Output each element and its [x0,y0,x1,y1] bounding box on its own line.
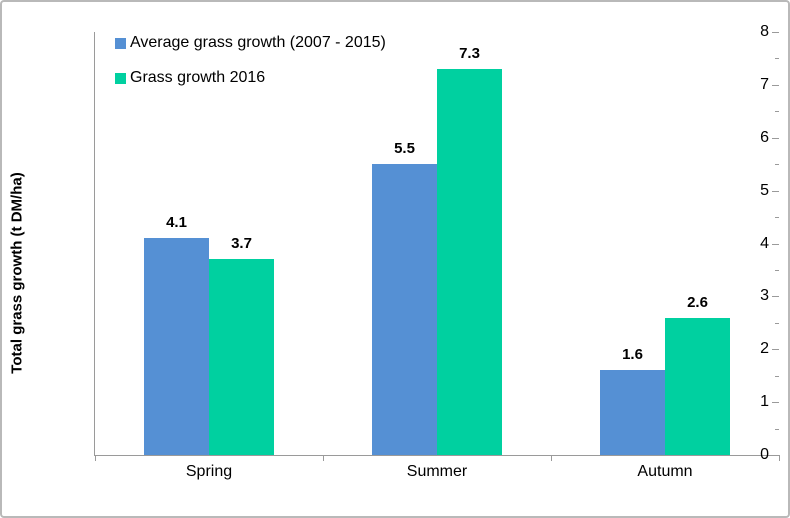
y-tick-mark [772,32,779,33]
y-tick-label: 3 [760,287,769,305]
y-tick-mark [772,190,779,192]
legend-label: Average grass growth (2007 - 2015) [130,34,386,51]
bar-value-label: 5.5 [394,140,415,158]
bar-value-label: 4.1 [166,214,187,232]
x-tick-mark [323,456,324,461]
legend: Average grass growth (2007 - 2015) Grass … [115,34,386,87]
x-tick-mark [779,456,780,461]
y-axis-line [94,32,95,456]
y-minor-tick-mark [775,322,779,324]
y-minor-tick-mark [775,269,779,271]
legend-item: Average grass growth (2007 - 2015) [115,34,386,52]
y-tick-label: 6 [760,128,769,146]
y-tick-mark [772,296,779,298]
bar: 3.7 [209,235,274,455]
bar: 2.6 [665,294,730,455]
y-minor-tick-mark [775,217,779,219]
y-tick-mark [772,137,779,139]
y-tick-label: 0 [760,446,769,463]
y-tick-mark [772,84,779,86]
bar: 5.5 [372,140,437,455]
y-tick-mark [772,243,779,245]
x-axis-line [94,455,780,456]
plot-area: Total grass growth (t DM/ha) 0 1 2 3 4 5 6 7 8 4… [9,24,780,480]
bar: 7.3 [437,45,502,455]
y-tick-label: 5 [760,181,769,199]
y-tick-label: 8 [760,23,769,40]
bars-area: 4.1 3.7 5.5 7.3 1.6 2.6 [95,32,779,455]
y-minor-tick-mark [775,58,779,60]
y-axis-title: Total grass growth (t DM/ha) [8,172,26,374]
x-axis-labels: Spring Summer Autumn [95,463,779,481]
legend-marker-icon [115,37,126,49]
bar-group-autumn: 1.6 2.6 [551,32,779,455]
y-tick-label: 1 [760,393,769,411]
bar-value-label: 3.7 [231,235,252,253]
x-tick-mark [95,456,96,461]
legend-label: Grass growth 2016 [130,69,266,86]
y-tick-label: 4 [760,234,769,252]
x-category-label: Autumn [637,463,693,480]
x-category-label: Summer [406,463,468,480]
bar-group-summer: 5.5 7.3 [323,32,551,455]
y-tick-label: 7 [760,75,769,93]
y-minor-tick-mark [775,164,779,166]
y-tick-mark [772,402,779,404]
legend-item: Grass growth 2016 [115,69,386,87]
bar: 1.6 [600,346,665,455]
x-tick-mark [551,456,552,461]
bar-value-label: 2.6 [687,293,708,311]
bar-value-label: 7.3 [459,45,480,62]
y-minor-tick-mark [775,428,779,430]
bar: 4.1 [144,214,209,455]
legend-marker-icon [115,72,126,84]
bar-group-spring: 4.1 3.7 [95,32,323,455]
y-minor-tick-mark [775,375,779,377]
y-minor-tick-mark [775,111,779,113]
bar-value-label: 1.6 [622,346,643,364]
y-tick-label: 2 [760,340,769,358]
x-category-label: Spring [185,463,233,480]
y-tick-mark [772,349,779,351]
y-tick-mark [772,455,779,456]
